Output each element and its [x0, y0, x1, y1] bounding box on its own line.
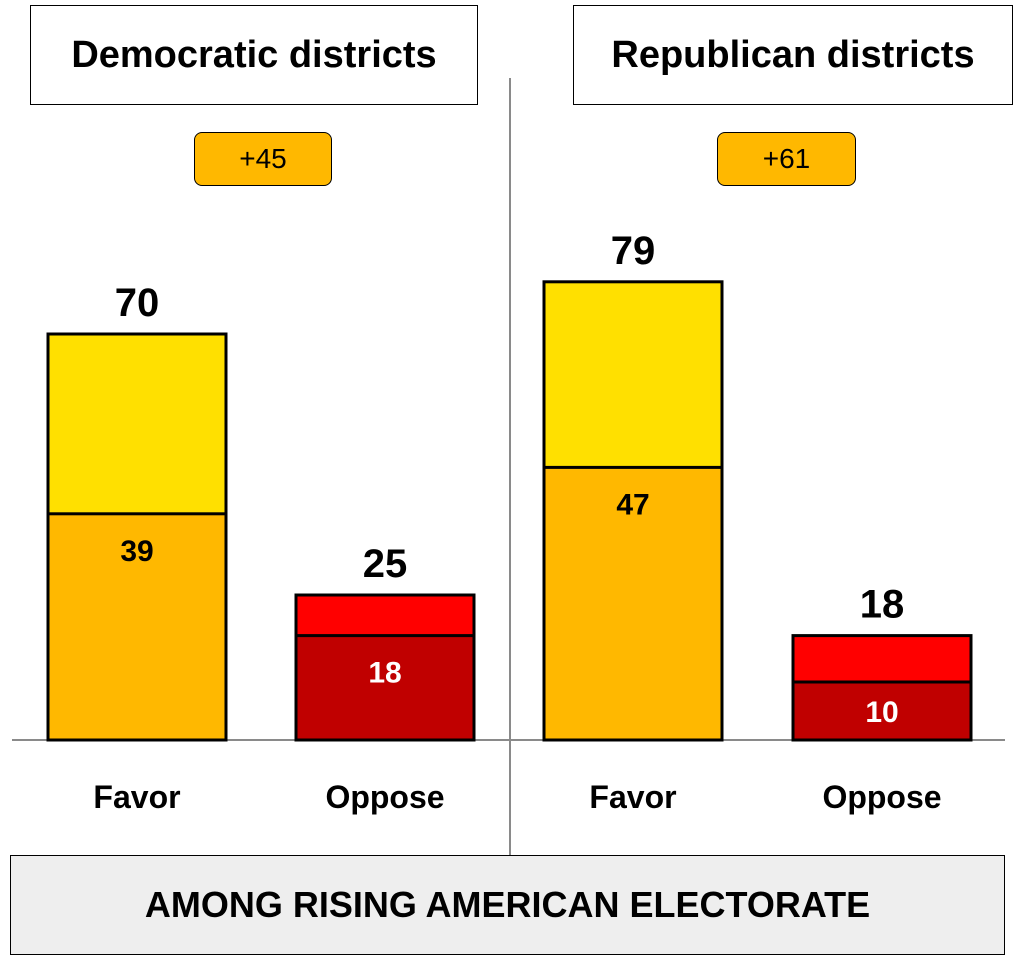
strong-label-rep-oppose: 10: [865, 696, 898, 729]
strong-label-rep-favor: 47: [616, 488, 649, 521]
footer-banner: AMONG RISING AMERICAN ELECTORATE: [10, 855, 1005, 955]
total-label-rep-favor: 79: [611, 229, 656, 273]
panel-title-republican: Republican districts: [573, 5, 1013, 105]
bar-strong-dem-favor: [46, 512, 228, 742]
total-label-rep-oppose: 18: [860, 583, 905, 627]
panel-title-democratic: Democratic districts: [30, 5, 478, 105]
category-label-dem-favor: Favor: [93, 779, 180, 815]
category-label-rep-favor: Favor: [589, 779, 676, 815]
strong-label-dem-oppose: 18: [368, 657, 401, 690]
bar-strong-rep-favor: [542, 465, 724, 742]
category-label-dem-oppose: Oppose: [325, 779, 444, 815]
bar-strong-rep-oppose: [791, 680, 973, 742]
strong-label-dem-favor: 39: [120, 535, 153, 568]
total-label-dem-oppose: 25: [363, 542, 408, 586]
total-label-dem-favor: 70: [115, 281, 160, 325]
category-label-rep-oppose: Oppose: [822, 779, 941, 815]
bar-strong-dem-oppose: [294, 634, 476, 742]
difference-badge-republican: +61: [717, 132, 856, 186]
difference-badge-democratic: +45: [194, 132, 332, 186]
